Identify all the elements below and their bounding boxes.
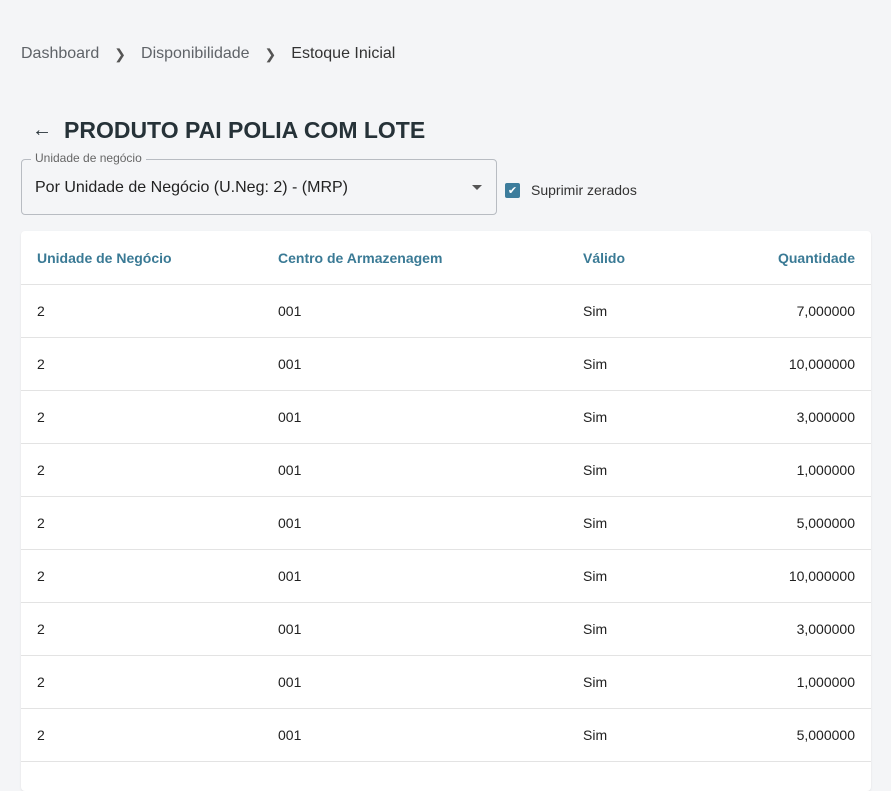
cell-unidade: 2 (37, 409, 45, 425)
cell-centro: 001 (278, 462, 302, 478)
table-row[interactable]: 2 001 Sim 1,000000 (21, 656, 871, 709)
cell-quantidade: 10,000000 (788, 356, 855, 372)
business-unit-label: Unidade de negócio (31, 151, 146, 165)
cell-unidade: 2 (37, 462, 45, 478)
back-arrow-icon[interactable]: ← (32, 119, 52, 141)
cell-unidade: 2 (37, 303, 45, 319)
cell-unidade: 2 (37, 727, 45, 743)
suppress-zeros-checkbox[interactable]: ✔ Suprimir zerados (505, 182, 637, 198)
table-row[interactable]: 2 001 Sim 10,000000 (21, 338, 871, 391)
cell-centro: 001 (278, 409, 302, 425)
cell-quantidade: 5,000000 (796, 515, 855, 531)
table-row[interactable]: 2 001 Sim 5,000000 (21, 709, 871, 762)
table-row[interactable]: 2 001 Sim 10,000000 (21, 550, 871, 603)
header-centro[interactable]: Centro de Armazenagem (278, 249, 443, 266)
cell-centro: 001 (278, 356, 302, 372)
cell-centro: 001 (278, 303, 302, 319)
checkbox-checked-icon[interactable]: ✔ (505, 182, 520, 198)
chevron-right-icon: ❯ (264, 45, 277, 62)
breadcrumb-dashboard[interactable]: Dashboard (21, 45, 100, 62)
business-unit-select[interactable]: Unidade de negócio Por Unidade de Negóci… (21, 151, 497, 215)
header-valido[interactable]: Válido (583, 249, 626, 266)
cell-quantidade: 3,000000 (796, 621, 855, 637)
cell-unidade: 2 (37, 621, 45, 637)
table-row[interactable]: 2 001 Sim 3,000000 (21, 391, 871, 444)
cell-valido: Sim (583, 356, 608, 372)
cell-valido: Sim (583, 568, 608, 584)
business-unit-value: Por Unidade de Negócio (U.Neg: 2) - (MRP… (35, 179, 349, 196)
page-header: ← PRODUTO PAI POLIA COM LOTE (32, 117, 425, 144)
dropdown-caret-icon (472, 185, 482, 190)
cell-centro: 001 (278, 515, 302, 531)
breadcrumb-current: Estoque Inicial (291, 45, 396, 62)
cell-quantidade: 1,000000 (796, 674, 855, 690)
cell-centro: 001 (278, 674, 302, 690)
cell-quantidade: 7,000000 (796, 303, 855, 319)
table-row[interactable]: 2 001 Sim 1,000000 (21, 444, 871, 497)
table-row[interactable]: 2 001 Sim 3,000000 (21, 603, 871, 656)
cell-valido: Sim (583, 409, 608, 425)
cell-quantidade: 10,000000 (788, 568, 855, 584)
page-title: PRODUTO PAI POLIA COM LOTE (64, 117, 426, 143)
table-row[interactable]: 2 001 Sim 7,000000 (21, 285, 871, 338)
cell-valido: Sim (583, 303, 608, 319)
cell-valido: Sim (583, 674, 608, 690)
header-quantidade[interactable]: Quantidade (777, 249, 855, 266)
cell-unidade: 2 (37, 568, 45, 584)
cell-unidade: 2 (37, 674, 45, 690)
cell-centro: 001 (278, 568, 302, 584)
table-header: Unidade de Negócio Centro de Armazenagem… (21, 231, 871, 285)
breadcrumb-disponibilidade[interactable]: Disponibilidade (141, 45, 250, 62)
cell-unidade: 2 (37, 356, 45, 372)
header-unidade[interactable]: Unidade de Negócio (37, 249, 172, 266)
cell-centro: 001 (278, 727, 302, 743)
cell-centro: 001 (278, 621, 302, 637)
cell-quantidade: 1,000000 (796, 462, 855, 478)
suppress-zeros-label: Suprimir zerados (531, 182, 637, 198)
table-row[interactable]: 2 001 Sim 5,000000 (21, 497, 871, 550)
cell-valido: Sim (583, 515, 608, 531)
cell-unidade: 2 (37, 515, 45, 531)
cell-quantidade: 3,000000 (796, 409, 855, 425)
chevron-right-icon: ❯ (114, 45, 127, 62)
cell-valido: Sim (583, 621, 608, 637)
cell-valido: Sim (583, 462, 608, 478)
cell-quantidade: 5,000000 (796, 727, 855, 743)
cell-valido: Sim (583, 727, 608, 743)
breadcrumb: Dashboard ❯ Disponibilidade ❯ Estoque In… (21, 45, 395, 63)
stock-table: Unidade de Negócio Centro de Armazenagem… (21, 231, 871, 791)
